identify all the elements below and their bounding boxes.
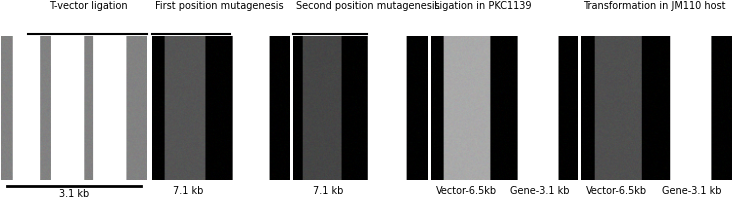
Text: Gene-3.1 kb: Gene-3.1 kb [510, 185, 569, 195]
Text: Ligation in PKC1139: Ligation in PKC1139 [434, 1, 531, 11]
Text: Second position mutagenesis: Second position mutagenesis [296, 1, 440, 11]
Text: First position mutagenesis: First position mutagenesis [155, 1, 284, 11]
Text: Gene-3.1 kb: Gene-3.1 kb [662, 185, 721, 195]
Text: 7.1 kb: 7.1 kb [314, 185, 344, 195]
Text: 7.1 kb: 7.1 kb [173, 185, 203, 195]
Text: 3.1 kb: 3.1 kb [59, 188, 89, 198]
Text: T-vector ligation: T-vector ligation [49, 1, 128, 11]
Text: Transformation in JM110 host: Transformation in JM110 host [584, 1, 726, 11]
Text: Vector-6.5kb: Vector-6.5kb [586, 185, 647, 195]
Text: Vector-6.5kb: Vector-6.5kb [435, 185, 497, 195]
